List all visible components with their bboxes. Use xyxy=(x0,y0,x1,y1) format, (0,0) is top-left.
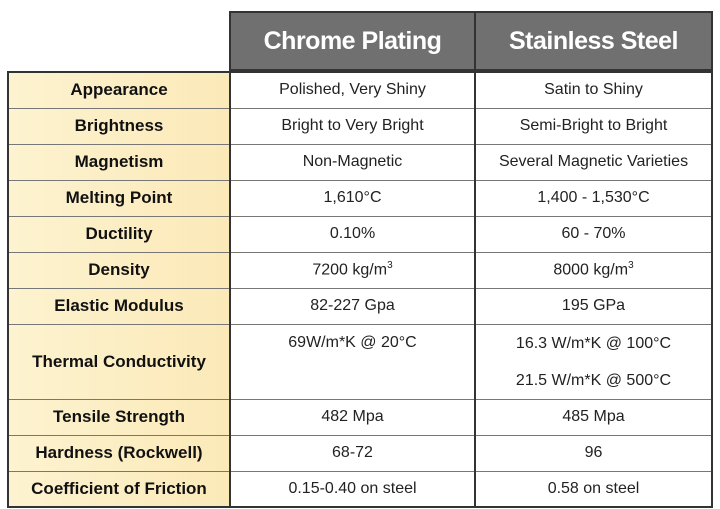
column-header-chrome-plating: Chrome Plating xyxy=(231,13,476,69)
steel-value-text: 0.58 on steel xyxy=(547,479,640,497)
chrome-value-text: Polished, Very Shiny xyxy=(279,81,426,99)
table-row: Tensile Strength 482 Mpa 485 Mpa xyxy=(7,398,713,436)
table-row: Thermal Conductivity 69W/m*K @ 20°C 16.3 W… xyxy=(7,323,713,400)
steel-value: Several Magnetic Varieties xyxy=(474,143,713,181)
chrome-value-text: 0.10% xyxy=(329,225,376,242)
chrome-value: 69W/m*K @ 20°C xyxy=(229,323,476,400)
steel-value: 485 Mpa xyxy=(474,398,713,436)
row-label: Ductility xyxy=(7,215,231,253)
steel-value: 8000 kg/m3 xyxy=(474,251,713,289)
chrome-value-text: 482 Mpa xyxy=(321,408,384,425)
superscript: 3 xyxy=(387,260,393,272)
table-row: Brightness Bright to Very Bright Semi-Brig… xyxy=(7,107,713,145)
chrome-value: Polished, Very Shiny xyxy=(229,71,476,109)
table-row: Coefficient of Friction 0.15-0.40 on stee… xyxy=(7,470,713,508)
chrome-value: 482 Mpa xyxy=(229,398,476,436)
chrome-value: 0.10% xyxy=(229,215,476,253)
row-label: Magnetism xyxy=(7,143,231,181)
row-label: Appearance xyxy=(7,71,231,109)
steel-value-text: 96 xyxy=(584,444,603,461)
chrome-value-text: 82-227 Gpa xyxy=(310,297,395,314)
steel-value: 1,400 - 1,530°C xyxy=(474,179,713,217)
steel-value: 96 xyxy=(474,434,713,472)
table-row: Hardness (Rockwell) 68-72 96 xyxy=(7,434,713,472)
chrome-value: Bright to Very Bright xyxy=(229,107,476,145)
row-label: Elastic Modulus xyxy=(7,287,231,325)
chrome-value: 82-227 Gpa xyxy=(229,287,476,325)
chrome-value: 1,610°C xyxy=(229,179,476,217)
chrome-value: 0.15-0.40 on steel xyxy=(229,470,476,508)
chrome-value-text: 68-72 xyxy=(332,444,373,461)
chrome-value-text: Bright to Very Bright xyxy=(281,117,424,134)
table-row: Magnetism Non-Magnetic Several Magnetic Va… xyxy=(7,143,713,181)
steel-value-text: Satin to Shiny xyxy=(544,81,643,99)
steel-value-text: Several Magnetic Varieties xyxy=(498,153,689,170)
chrome-value-text: 7200 kg/m xyxy=(312,261,388,279)
comparison-table: Appearance Polished, Very Shiny Satin to S… xyxy=(7,71,713,508)
table-header: Chrome Plating Stainless Steel xyxy=(229,11,713,71)
chrome-value-text: 1,610°C xyxy=(323,189,382,206)
chrome-value: 7200 kg/m3 xyxy=(229,251,476,289)
steel-value-text: 60 - 70% xyxy=(561,225,626,242)
steel-value-text: 195 GPa xyxy=(561,297,626,314)
row-label: Brightness xyxy=(7,107,231,145)
steel-value: 60 - 70% xyxy=(474,215,713,253)
steel-value-text: 485 Mpa xyxy=(562,408,625,425)
row-label: Density xyxy=(7,251,231,289)
table-row: Appearance Polished, Very Shiny Satin to S… xyxy=(7,71,713,109)
chrome-value: Non-Magnetic xyxy=(229,143,476,181)
steel-value-text: 1,400 - 1,530°C xyxy=(537,189,650,206)
steel-value-text: Semi-Bright to Bright xyxy=(519,117,668,134)
steel-value-line: 16.3 W/m*K @ 100°C xyxy=(515,334,672,352)
superscript: 3 xyxy=(628,260,634,272)
steel-value: 0.58 on steel xyxy=(474,470,713,508)
table-row: Melting Point 1,610°C 1,400 - 1,530°C xyxy=(7,179,713,217)
steel-value: Semi-Bright to Bright xyxy=(474,107,713,145)
row-label: Melting Point xyxy=(7,179,231,217)
table-row: Density 7200 kg/m3 8000 kg/m3 xyxy=(7,251,713,289)
table-row: Elastic Modulus 82-227 Gpa 195 GPa xyxy=(7,287,713,325)
chrome-value-text: Non-Magnetic xyxy=(302,153,403,170)
column-header-stainless-steel: Stainless Steel xyxy=(509,26,678,55)
steel-value-line: 21.5 W/m*K @ 500°C xyxy=(515,371,672,389)
steel-value-text: 8000 kg/m xyxy=(553,261,629,279)
chrome-value: 68-72 xyxy=(229,434,476,472)
row-label: Thermal Conductivity xyxy=(7,323,231,400)
row-label: Tensile Strength xyxy=(7,398,231,436)
row-label: Coefficient of Friction xyxy=(7,470,231,508)
chrome-value-text: 69W/m*K @ 20°C xyxy=(288,333,417,351)
steel-value: Satin to Shiny xyxy=(474,71,713,109)
steel-value: 16.3 W/m*K @ 100°C 21.5 W/m*K @ 500°C xyxy=(474,323,713,400)
steel-value: 195 GPa xyxy=(474,287,713,325)
row-label: Hardness (Rockwell) xyxy=(7,434,231,472)
table-row: Ductility 0.10% 60 - 70% xyxy=(7,215,713,253)
chrome-value-text: 0.15-0.40 on steel xyxy=(288,479,417,497)
